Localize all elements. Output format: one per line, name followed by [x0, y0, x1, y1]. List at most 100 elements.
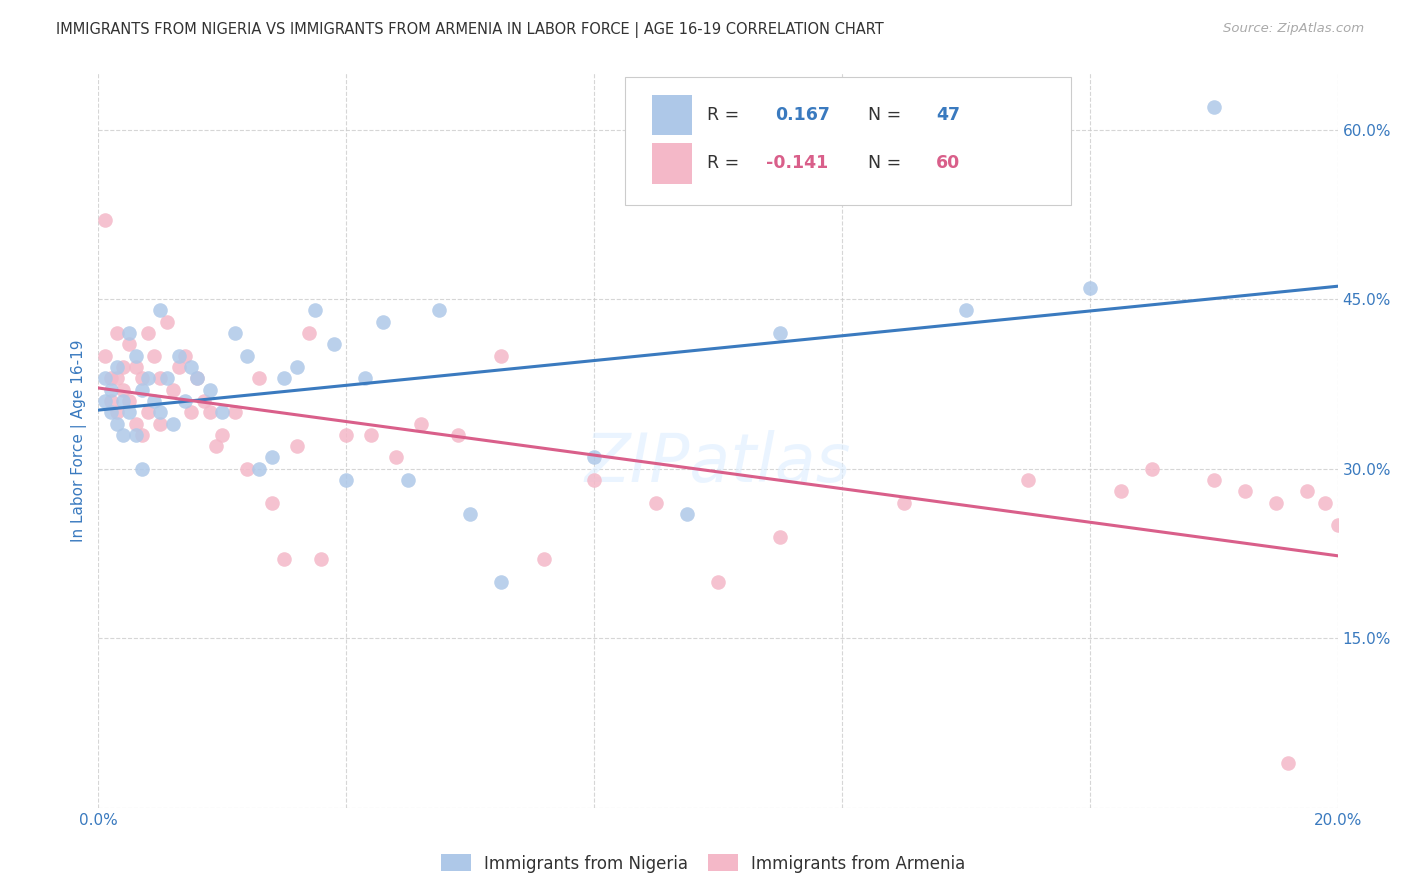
Point [1277, 756, 1299, 770]
Point [124, 349, 146, 363]
Point [112, 393, 135, 408]
Text: R =: R = [707, 154, 745, 172]
Point [112, 383, 135, 397]
Point [124, 359, 146, 374]
Point [131, 428, 153, 442]
Point [149, 303, 172, 318]
Bar [652, 144, 692, 184]
Point [260, 450, 283, 465]
Point [249, 371, 271, 385]
Point [1326, 518, 1348, 533]
Point [105, 371, 128, 385]
Point [353, 371, 375, 385]
Point [236, 462, 259, 476]
Point [205, 439, 228, 453]
Point [1233, 484, 1256, 499]
Point [304, 303, 326, 318]
Point [1264, 496, 1286, 510]
Point [769, 326, 792, 340]
Point [893, 496, 915, 510]
Point [93, 393, 115, 408]
Point [105, 405, 128, 419]
Text: 0.167: 0.167 [775, 106, 830, 124]
Point [136, 326, 159, 340]
Text: N =: N = [868, 106, 907, 124]
Point [124, 417, 146, 431]
Point [186, 371, 208, 385]
Point [100, 383, 122, 397]
Point [533, 552, 555, 566]
Point [260, 496, 283, 510]
Point [118, 326, 141, 340]
Point [458, 507, 481, 521]
Point [149, 371, 172, 385]
FancyBboxPatch shape [626, 77, 1071, 205]
Point [180, 359, 202, 374]
Point [105, 417, 128, 431]
Point [285, 439, 308, 453]
Point [249, 462, 271, 476]
Text: R =: R = [707, 106, 745, 124]
Point [583, 450, 606, 465]
Point [427, 303, 450, 318]
Text: 47: 47 [936, 106, 960, 124]
Point [489, 574, 512, 589]
Point [136, 405, 159, 419]
Point [198, 383, 221, 397]
Text: -0.141: -0.141 [766, 154, 828, 172]
Point [224, 405, 246, 419]
Point [93, 371, 115, 385]
Point [131, 383, 153, 397]
Point [174, 349, 197, 363]
Point [645, 496, 668, 510]
Point [211, 428, 233, 442]
Text: 60: 60 [936, 154, 960, 172]
Point [1140, 462, 1163, 476]
Point [100, 393, 122, 408]
Point [167, 349, 190, 363]
Point [707, 574, 730, 589]
Point [335, 473, 357, 487]
Point [273, 371, 295, 385]
Point [131, 371, 153, 385]
Point [167, 359, 190, 374]
Point [118, 405, 141, 419]
Point [409, 417, 432, 431]
Point [93, 213, 115, 227]
Text: IMMIGRANTS FROM NIGERIA VS IMMIGRANTS FROM ARMENIA IN LABOR FORCE | AGE 16-19 CO: IMMIGRANTS FROM NIGERIA VS IMMIGRANTS FR… [56, 22, 884, 38]
Point [93, 349, 115, 363]
Point [162, 417, 184, 431]
Point [105, 326, 128, 340]
Point [162, 383, 184, 397]
Point [335, 428, 357, 442]
Point [373, 315, 395, 329]
Point [360, 428, 382, 442]
Point [131, 462, 153, 476]
Bar [652, 95, 692, 135]
Point [447, 428, 470, 442]
Point [322, 337, 344, 351]
Point [149, 417, 172, 431]
Point [211, 405, 233, 419]
Point [769, 530, 792, 544]
Point [396, 473, 419, 487]
Point [100, 371, 122, 385]
Text: N =: N = [868, 154, 907, 172]
Point [112, 428, 135, 442]
Point [676, 507, 699, 521]
Point [1295, 484, 1317, 499]
Point [143, 393, 166, 408]
Point [149, 405, 172, 419]
Point [174, 393, 197, 408]
Legend: Immigrants from Nigeria, Immigrants from Armenia: Immigrants from Nigeria, Immigrants from… [434, 847, 972, 880]
Point [180, 405, 202, 419]
Point [118, 337, 141, 351]
Text: ZIPatlas: ZIPatlas [585, 430, 851, 496]
Point [273, 552, 295, 566]
Point [489, 349, 512, 363]
Point [285, 359, 308, 374]
Point [1017, 473, 1039, 487]
Point [105, 359, 128, 374]
Point [224, 326, 246, 340]
Point [583, 473, 606, 487]
